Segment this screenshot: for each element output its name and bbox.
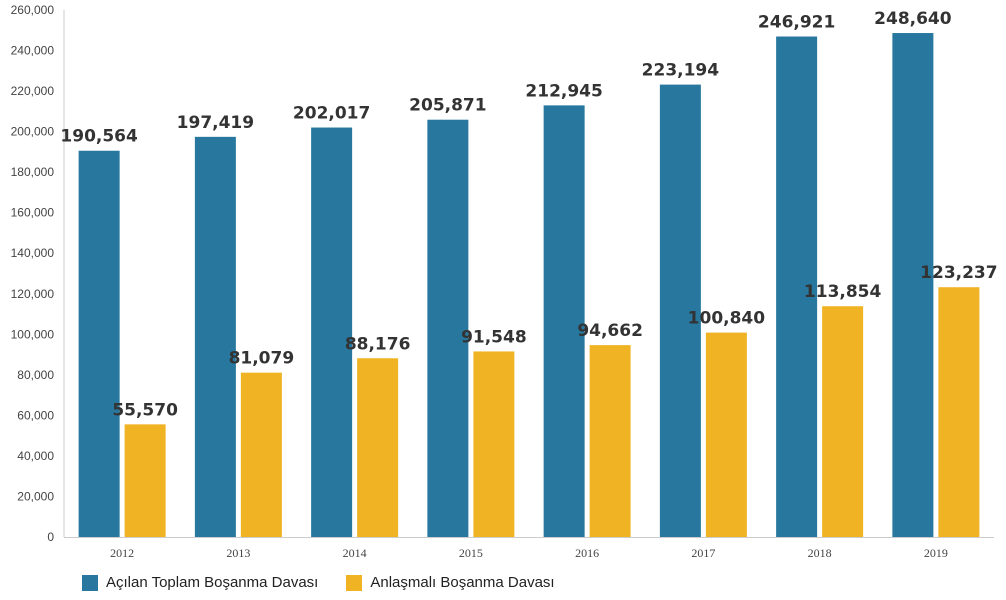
data-label: 205,871 [409,96,486,116]
data-label: 94,662 [577,321,643,341]
data-label: 223,194 [642,61,720,81]
data-label: 246,921 [758,13,835,33]
legend-item-agreed: Anlaşmalı Boşanma Davası [346,574,555,591]
bar-total [194,136,236,538]
legend-label-total: Açılan Toplam Boşanma Davası [106,574,319,591]
legend: Açılan Toplam Boşanma Davası Anlaşmalı B… [82,574,583,591]
data-label: 81,079 [229,349,295,369]
data-label: 197,419 [177,113,254,133]
y-tick-label: 100,000 [11,327,55,341]
data-label: 123,237 [920,263,997,283]
bar-agreed [473,351,515,537]
data-label: 100,840 [688,309,766,329]
bar-total [427,119,469,537]
y-tick-label: 240,000 [11,44,55,58]
data-label: 113,854 [804,282,882,302]
y-tick-label: 120,000 [11,287,55,301]
x-tick-label: 2017 [691,546,715,560]
y-tick-label: 0 [47,530,54,544]
bar-agreed [938,287,980,537]
bar-agreed [822,306,864,537]
data-label: 212,945 [525,81,602,101]
bar-agreed [124,424,166,537]
y-tick-label: 200,000 [11,125,55,139]
y-tick-label: 140,000 [11,246,55,260]
x-tick-label: 2019 [924,546,948,560]
y-tick-label: 20,000 [17,489,54,503]
data-label: 55,570 [112,400,178,420]
legend-swatch-agreed [346,574,363,591]
data-label: 248,640 [874,9,952,29]
bar-agreed [357,358,399,537]
x-tick-label: 2014 [343,546,367,560]
legend-label-agreed: Anlaşmalı Boşanma Davası [370,574,555,591]
bar-agreed [705,332,747,537]
y-tick-label: 60,000 [17,408,54,422]
bar-agreed [589,345,631,537]
data-label: 190,564 [60,127,138,147]
y-tick-label: 180,000 [11,165,55,179]
bar-agreed [240,372,282,537]
bar-total [78,150,120,537]
data-label: 88,176 [345,334,411,354]
y-tick-label: 80,000 [17,368,54,382]
legend-item-total: Açılan Toplam Boşanma Davası [82,574,318,591]
bar-total [659,84,701,537]
bar-total [776,36,818,537]
bar-total [311,127,353,537]
y-tick-label: 40,000 [17,449,54,463]
y-tick-label: 220,000 [11,84,55,98]
x-tick-label: 2012 [110,546,134,560]
legend-swatch-total [82,574,98,591]
bar-total [543,105,585,537]
data-label: 91,548 [461,327,527,347]
x-tick-label: 2016 [575,546,599,560]
y-tick-label: 260,000 [11,3,55,17]
y-tick-label: 160,000 [11,206,55,220]
bar-total [892,33,934,537]
x-tick-label: 2013 [226,546,250,560]
x-tick-label: 2018 [808,546,832,560]
x-tick-label: 2015 [459,546,483,560]
data-label: 202,017 [293,104,370,124]
